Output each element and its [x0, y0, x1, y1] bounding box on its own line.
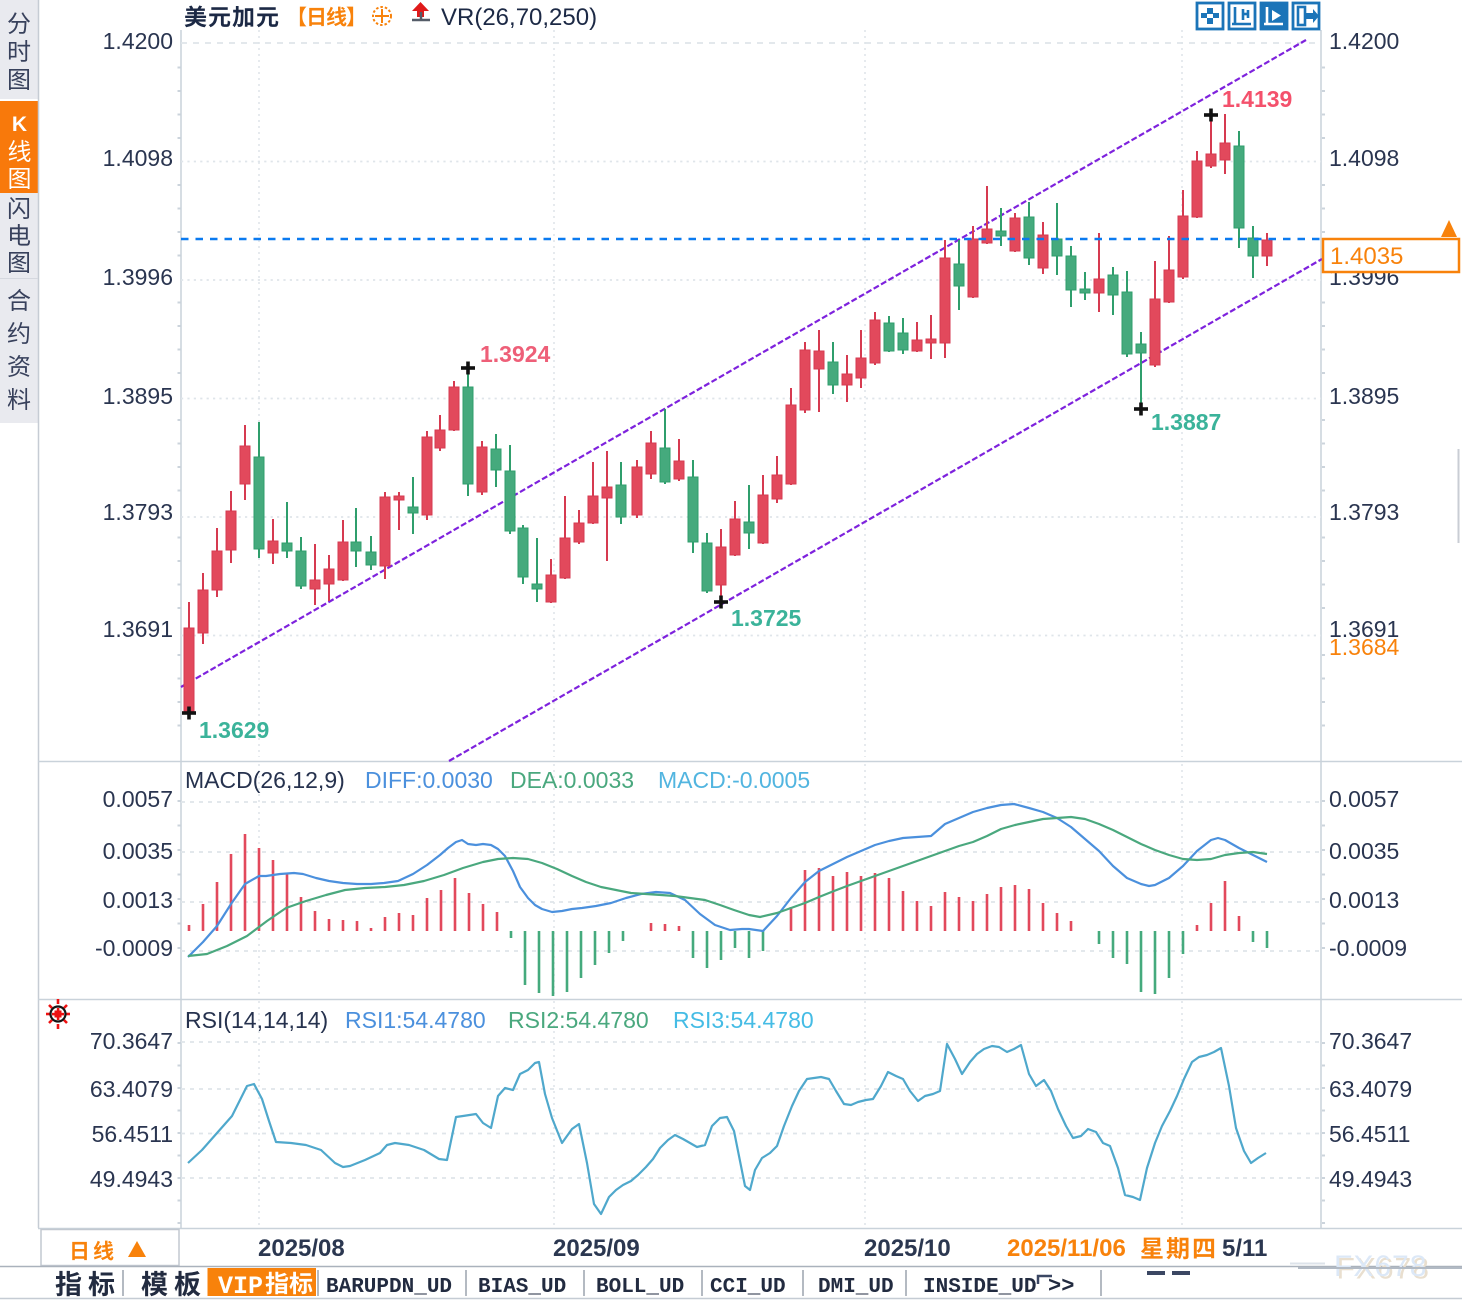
- svg-text:49.4943: 49.4943: [1329, 1166, 1412, 1192]
- svg-text:0.0057: 0.0057: [1329, 786, 1399, 812]
- svg-text:1.4139: 1.4139: [1222, 86, 1292, 112]
- svg-text:BOLL_UD: BOLL_UD: [596, 1276, 684, 1299]
- svg-text:1.3895: 1.3895: [103, 383, 173, 409]
- svg-text:VIP: VIP: [218, 1272, 263, 1300]
- svg-text:MACD:-0.0005: MACD:-0.0005: [658, 767, 810, 793]
- svg-text:CCI_UD: CCI_UD: [710, 1276, 786, 1299]
- svg-text:DEA:0.0033: DEA:0.0033: [510, 767, 634, 793]
- svg-text:70.3647: 70.3647: [90, 1028, 173, 1054]
- svg-text:5/11: 5/11: [1222, 1235, 1267, 1262]
- svg-text:56.4511: 56.4511: [1329, 1121, 1410, 1147]
- svg-text:2025/11/06: 2025/11/06: [1007, 1235, 1126, 1262]
- svg-text:0.0013: 0.0013: [103, 887, 173, 913]
- svg-text:1.3725: 1.3725: [731, 605, 802, 631]
- svg-text:0.0035: 0.0035: [103, 838, 173, 864]
- svg-text:FX678: FX678: [1334, 1250, 1427, 1283]
- svg-text:2025/10: 2025/10: [864, 1235, 951, 1262]
- svg-text:>>: >>: [1048, 1274, 1074, 1299]
- svg-text:RSI3:54.4780: RSI3:54.4780: [673, 1007, 814, 1033]
- svg-text:1.3793: 1.3793: [103, 499, 173, 525]
- svg-text:DMI_UD: DMI_UD: [818, 1276, 894, 1299]
- svg-text:1.4200: 1.4200: [1329, 28, 1399, 54]
- svg-text:MACD(26,12,9): MACD(26,12,9): [185, 767, 345, 793]
- svg-text:0.0035: 0.0035: [1329, 838, 1399, 864]
- svg-text:1.4035: 1.4035: [1330, 243, 1403, 270]
- svg-text:63.4079: 63.4079: [90, 1076, 173, 1102]
- svg-text:INSIDE_UD: INSIDE_UD: [923, 1276, 1036, 1299]
- svg-text:0.0013: 0.0013: [1329, 887, 1399, 913]
- svg-text:RSI(14,14,14): RSI(14,14,14): [185, 1007, 328, 1033]
- svg-text:1.3629: 1.3629: [199, 717, 269, 743]
- svg-text:1.3691: 1.3691: [1329, 616, 1399, 642]
- svg-text:1.4098: 1.4098: [1329, 145, 1399, 171]
- svg-text:1.3924: 1.3924: [480, 341, 551, 367]
- svg-text:1.3793: 1.3793: [1329, 499, 1399, 525]
- svg-text:1.3996: 1.3996: [103, 264, 173, 290]
- svg-text:2025/08: 2025/08: [258, 1235, 345, 1262]
- svg-text:1.3684: 1.3684: [1329, 634, 1400, 660]
- svg-text:1.3691: 1.3691: [103, 616, 173, 642]
- svg-text:BIAS_UD: BIAS_UD: [478, 1276, 566, 1299]
- svg-text:1.3895: 1.3895: [1329, 383, 1399, 409]
- svg-text:-0.0009: -0.0009: [95, 935, 173, 961]
- svg-text:70.3647: 70.3647: [1329, 1028, 1412, 1054]
- svg-text:2025/09: 2025/09: [553, 1235, 640, 1262]
- svg-text:1.4200: 1.4200: [103, 28, 173, 54]
- svg-text:VR(26,70,250): VR(26,70,250): [441, 4, 597, 31]
- svg-text:RSI2:54.4780: RSI2:54.4780: [508, 1007, 649, 1033]
- svg-text:BARUPDN_UD: BARUPDN_UD: [326, 1276, 452, 1299]
- svg-text:49.4943: 49.4943: [90, 1166, 173, 1192]
- svg-text:63.4079: 63.4079: [1329, 1076, 1412, 1102]
- svg-text:K: K: [12, 113, 27, 136]
- svg-text:0.0057: 0.0057: [103, 786, 173, 812]
- svg-text:RSI1:54.4780: RSI1:54.4780: [345, 1007, 486, 1033]
- svg-text:1.4098: 1.4098: [103, 145, 173, 171]
- svg-text:-0.0009: -0.0009: [1329, 935, 1407, 961]
- svg-text:1.3887: 1.3887: [1151, 409, 1221, 435]
- svg-text:DIFF:0.0030: DIFF:0.0030: [365, 767, 493, 793]
- svg-text:56.4511: 56.4511: [92, 1121, 173, 1147]
